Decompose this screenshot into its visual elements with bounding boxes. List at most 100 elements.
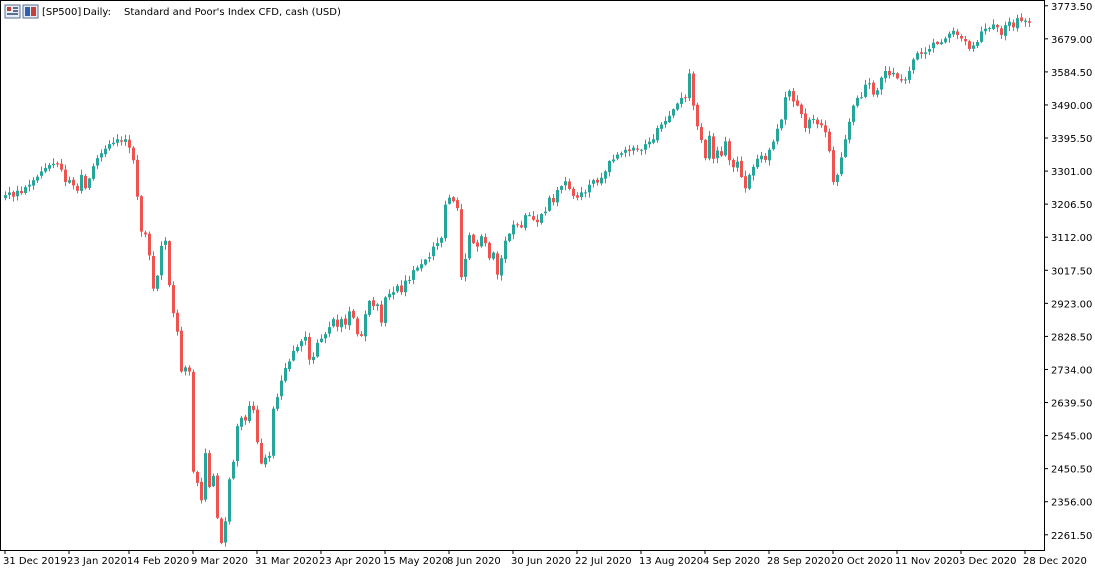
candle-body <box>564 181 567 186</box>
candle-body <box>880 77 883 90</box>
candle-body <box>432 246 435 257</box>
candle-body <box>184 367 187 372</box>
candle-body <box>48 165 51 169</box>
candle <box>224 517 227 547</box>
candle <box>848 118 851 144</box>
candle <box>832 146 835 185</box>
candle-body <box>64 169 67 182</box>
candle <box>100 149 103 162</box>
candle-body <box>256 409 259 443</box>
candle-body <box>480 236 483 247</box>
candle-body <box>772 141 775 150</box>
candle-body <box>720 151 723 156</box>
candle <box>644 139 647 155</box>
candle <box>244 414 247 425</box>
candle-body <box>440 237 443 243</box>
y-tick-label: 3301.00 <box>1051 167 1092 178</box>
candle <box>956 28 959 40</box>
candle-body <box>236 426 239 462</box>
candle-body <box>840 157 843 175</box>
candle-body <box>488 242 491 259</box>
candle <box>248 401 251 424</box>
chart-title-timeframe: Daily: <box>83 7 111 18</box>
candle-body <box>776 128 779 142</box>
candle <box>184 365 187 376</box>
candle <box>220 517 223 545</box>
candle-body <box>632 147 635 151</box>
candle-body <box>500 258 503 276</box>
candle-body <box>168 241 171 286</box>
candle <box>680 92 683 108</box>
candle-body <box>1024 20 1027 22</box>
candle <box>952 27 955 38</box>
candle <box>600 172 603 186</box>
candle-body <box>96 158 99 166</box>
candle-body <box>160 245 163 276</box>
candle-body <box>988 27 991 29</box>
candle <box>460 203 463 280</box>
candle-body <box>224 521 227 543</box>
candle <box>772 139 775 151</box>
candle-body <box>476 242 479 247</box>
candle-body <box>896 73 899 79</box>
candle <box>64 164 67 187</box>
candle-body <box>88 178 91 188</box>
candle-body <box>864 84 867 97</box>
candle-body <box>336 319 339 327</box>
candle <box>892 67 895 77</box>
candle-body <box>1004 25 1007 36</box>
candle <box>92 163 95 181</box>
candle-body <box>156 275 159 289</box>
candle <box>332 317 335 328</box>
candle <box>232 459 235 480</box>
candle-body <box>912 59 915 71</box>
y-tick-label: 3206.50 <box>1051 200 1092 211</box>
y-tick-label: 2545.00 <box>1051 432 1092 443</box>
candle-body <box>656 128 659 141</box>
candle <box>804 108 807 132</box>
candle <box>928 44 931 55</box>
candle-body <box>356 318 359 335</box>
candle-body <box>1020 17 1023 21</box>
candle <box>488 241 491 261</box>
candle <box>408 275 411 284</box>
candle-body <box>276 397 279 409</box>
candle-body <box>780 119 783 129</box>
candle <box>472 233 475 244</box>
candle-body <box>416 267 419 271</box>
candle-body <box>964 38 967 42</box>
candle <box>128 135 131 154</box>
candle-body <box>268 455 271 458</box>
candle <box>356 316 359 337</box>
y-tick-label: 3773.50 <box>1051 2 1092 13</box>
candle <box>576 192 579 201</box>
candle <box>836 173 839 186</box>
candle-body <box>472 234 475 244</box>
candle-body <box>732 160 735 168</box>
candle <box>1012 19 1015 31</box>
candle-body <box>140 196 143 232</box>
candle <box>884 65 887 83</box>
candle-body <box>932 42 935 49</box>
candle-body <box>452 197 455 202</box>
x-tick-label: 31 Mar 2020 <box>255 556 318 567</box>
candle <box>420 259 423 272</box>
candle <box>8 186 11 199</box>
candle <box>364 310 367 342</box>
candle-body <box>936 41 939 45</box>
candle-body <box>368 300 371 315</box>
y-tick-label: 3112.00 <box>1051 233 1092 244</box>
candle-body <box>176 312 179 332</box>
candle <box>28 179 31 192</box>
candle <box>1016 14 1019 32</box>
candle <box>352 309 355 320</box>
candle <box>468 232 471 261</box>
candle-body <box>640 149 643 151</box>
candle <box>828 128 831 153</box>
candle <box>940 39 943 46</box>
candle <box>500 255 503 281</box>
candle-body <box>756 158 759 168</box>
candle <box>788 89 791 101</box>
candle <box>844 134 847 158</box>
candle <box>132 146 135 164</box>
